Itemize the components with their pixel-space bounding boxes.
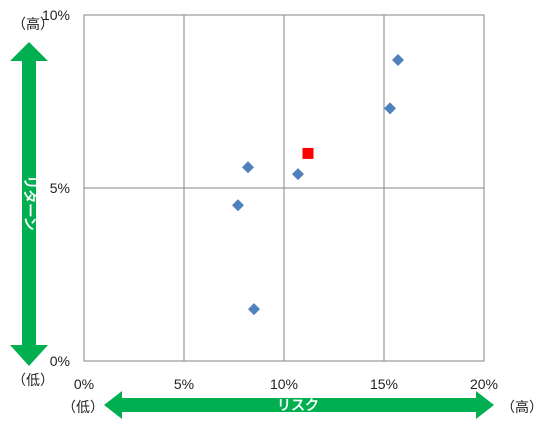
y-tick-label: 0% [50, 353, 70, 369]
diamond-point [242, 161, 254, 174]
tick-labels: 0% 5% 10% 15% 20% 0% 5% 10% [42, 7, 498, 392]
data-points [232, 53, 404, 316]
x-tick-label: 20% [470, 376, 498, 392]
diamond-point [292, 168, 304, 181]
x-axis-arrow: リスク [104, 391, 494, 419]
x-axis-arrow-shape [104, 391, 494, 419]
y-axis-title: リターン [21, 175, 37, 230]
diamond-point [392, 53, 404, 66]
x-low-label: （低） [62, 400, 104, 416]
x-tick-label: 10% [270, 376, 298, 392]
x-tick-label: 5% [174, 376, 194, 392]
diamond-point [384, 102, 396, 115]
y-axis-arrow-shape [10, 42, 48, 366]
x-tick-label: 15% [370, 376, 398, 392]
x-axis-title: リスク [277, 398, 319, 414]
y-tick-label: 5% [50, 180, 70, 196]
diamond-point [248, 303, 260, 316]
y-low-label: （低） [12, 373, 54, 389]
gridlines [84, 15, 484, 361]
x-high-label: （高） [501, 399, 538, 416]
square-point [302, 147, 314, 159]
y-axis-arrow: リターン [10, 42, 48, 366]
diamond-point [232, 199, 244, 212]
y-tick-label: 10% [42, 7, 70, 23]
y-high-label: （高） [12, 16, 54, 33]
x-tick-label: 0% [74, 376, 94, 392]
